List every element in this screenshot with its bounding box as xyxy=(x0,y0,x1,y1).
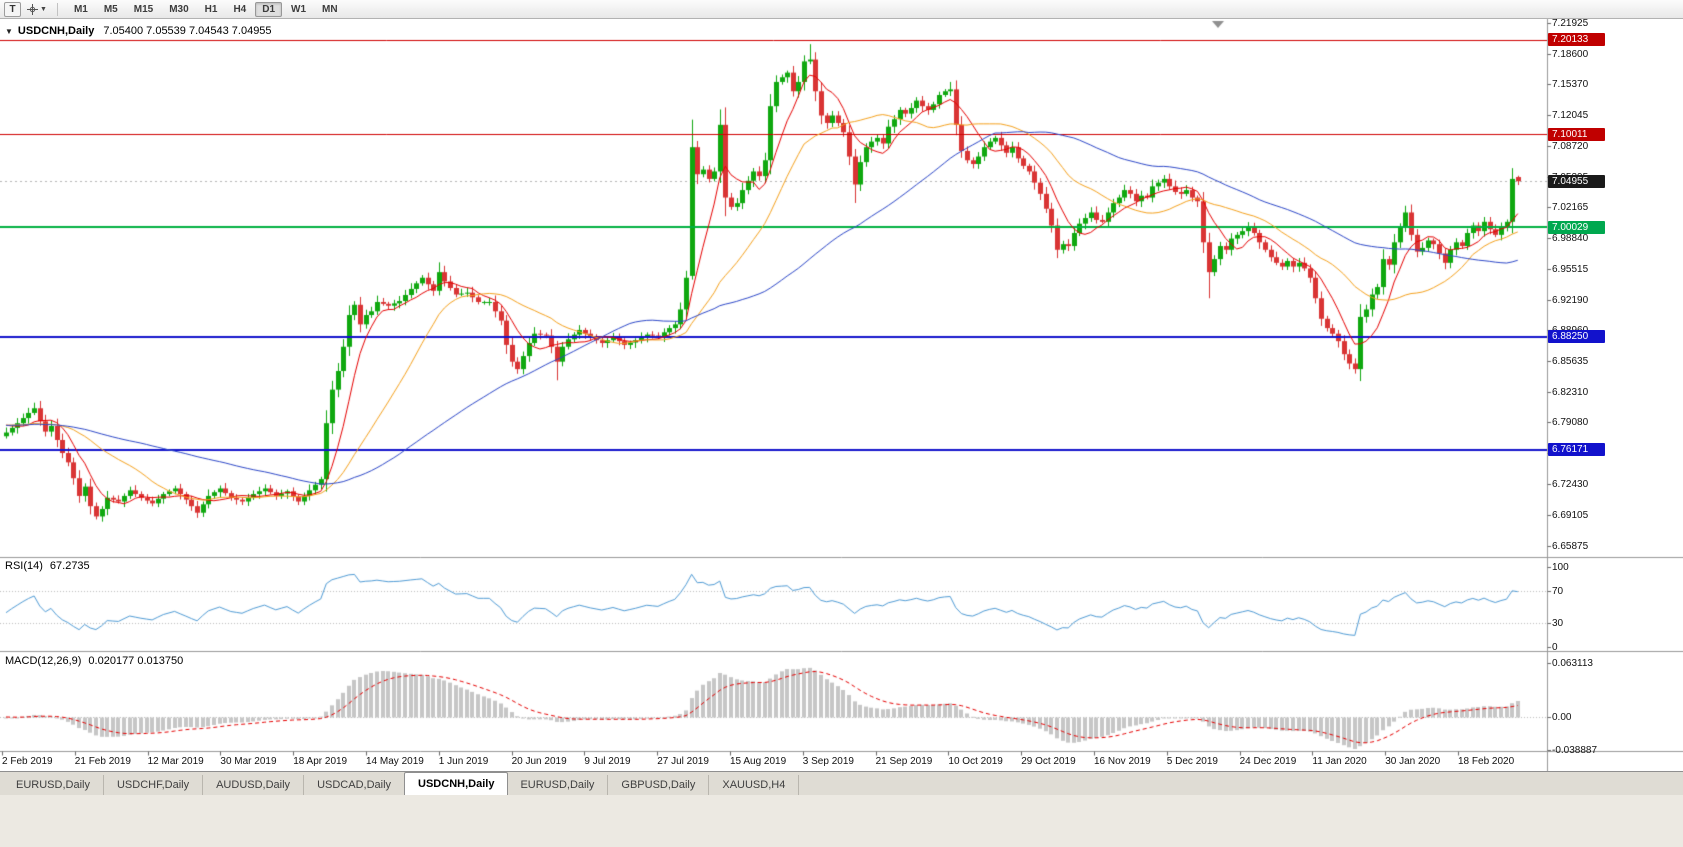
price-axis-label: 7.12045 xyxy=(1552,110,1589,122)
chart-tab-eurusd-daily[interactable]: EURUSD,Daily xyxy=(507,775,609,795)
chart-window: ▼ USDCNH,Daily 7.05400 7.05539 7.04543 7.0… xyxy=(0,17,1683,771)
price-axis-label: 7.21925 xyxy=(1552,17,1589,29)
crosshair-tool-button[interactable]: ▼ xyxy=(24,2,49,17)
price-level-badge[interactable]: 6.88250 xyxy=(1548,330,1605,344)
time-axis-label: 15 Aug 2019 xyxy=(730,756,787,767)
price-axis-label: 6.92190 xyxy=(1552,295,1589,307)
price-axis-label: 6.95515 xyxy=(1552,264,1589,276)
chart-title: ▼ USDCNH,Daily 7.05400 7.05539 7.04543 7.0… xyxy=(5,25,272,37)
macd-indicator-name: MACD(12,26,9) xyxy=(5,655,82,667)
chart-tab-xauusd-h4[interactable]: XAUUSD,H4 xyxy=(709,775,800,795)
rsi-axis-label: 70 xyxy=(1552,586,1564,597)
chart-tab-usdchf-daily[interactable]: USDCHF,Daily xyxy=(104,775,204,795)
price-level-badge[interactable]: 7.20133 xyxy=(1548,33,1605,47)
macd-axis-label: 0.00 xyxy=(1552,712,1572,723)
timeframe-button-h1[interactable]: H1 xyxy=(198,2,225,17)
price-axis-label: 6.82310 xyxy=(1552,387,1589,399)
macd-axis-label: 0.063113 xyxy=(1552,657,1593,669)
chart-tab-usdcad-daily[interactable]: USDCAD,Daily xyxy=(304,775,406,795)
time-axis-label: 1 Jun 2019 xyxy=(438,756,489,767)
timeframe-button-m30[interactable]: M30 xyxy=(162,2,195,17)
time-axis-label: 18 Feb 2020 xyxy=(1458,756,1515,767)
time-axis-label: 5 Dec 2019 xyxy=(1166,756,1218,767)
time-axis-label: 18 Apr 2019 xyxy=(293,756,348,767)
chart-tab-eurusd-daily[interactable]: EURUSD,Daily xyxy=(3,775,104,795)
time-axis-label: 16 Nov 2019 xyxy=(1094,756,1151,767)
time-axis-label: 3 Sep 2019 xyxy=(802,756,854,767)
rsi-indicator-name: RSI(14) xyxy=(5,560,43,572)
price-axis-label: 6.98840 xyxy=(1552,233,1589,245)
price-axis-label: 6.85635 xyxy=(1552,356,1589,368)
macd-current-values: 0.020177 0.013750 xyxy=(88,655,184,667)
timeframe-button-mn[interactable]: MN xyxy=(315,2,345,17)
status-strip xyxy=(0,795,1683,847)
price-axis-label: 6.79080 xyxy=(1552,417,1589,429)
chart-canvas[interactable] xyxy=(0,19,1683,771)
time-axis-label: 24 Dec 2019 xyxy=(1239,756,1297,767)
rsi-axis-label: 0 xyxy=(1552,642,1558,653)
chart-tab-bar: EURUSD,Daily USDCHF,Daily AUDUSD,Daily USDC… xyxy=(0,771,1683,795)
rsi-pane-label: RSI(14) 67.2735 xyxy=(5,560,90,572)
time-axis-label: 30 Jan 2020 xyxy=(1385,756,1441,767)
toolbar-separator xyxy=(56,2,58,16)
timeframe-button-d1[interactable]: D1 xyxy=(255,1,283,17)
chart-tab-usdcnh-daily[interactable]: USDCNH,Daily xyxy=(404,772,509,795)
price-axis-label: 7.18600 xyxy=(1552,48,1589,60)
timeframe-button-m5[interactable]: M5 xyxy=(97,2,125,17)
price-axis-label: 7.08720 xyxy=(1552,141,1589,153)
time-axis-label: 21 Sep 2019 xyxy=(875,756,933,767)
timeframe-button-m15[interactable]: M15 xyxy=(127,2,160,17)
time-axis-label: 9 Jul 2019 xyxy=(584,756,631,767)
price-axis-label: 6.72430 xyxy=(1552,479,1589,491)
symbol-timeframe-label: USDCNH,Daily xyxy=(17,25,95,37)
chevron-down-icon: ▼ xyxy=(40,5,47,13)
time-axis-label: 27 Jul 2019 xyxy=(657,756,709,767)
price-level-badge[interactable]: 7.00029 xyxy=(1548,220,1605,234)
price-axis-label: 7.15370 xyxy=(1552,79,1589,91)
time-axis-label: 14 May 2019 xyxy=(366,756,424,767)
time-axis-label: 30 Mar 2019 xyxy=(220,756,277,767)
crosshair-icon xyxy=(27,3,38,15)
time-axis-label: 10 Oct 2019 xyxy=(948,756,1003,767)
time-axis-label: 12 Mar 2019 xyxy=(147,756,204,767)
timeframe-button-w1[interactable]: W1 xyxy=(284,2,313,17)
template-button[interactable]: T xyxy=(4,1,21,17)
price-level-badge[interactable]: 6.76171 xyxy=(1548,443,1605,457)
macd-pane-label: MACD(12,26,9) 0.020177 0.013750 xyxy=(5,655,183,667)
toolbar: T ▼ M1 M5 M15 M30 H1 H4 D1 W1 MN xyxy=(0,0,1683,19)
chart-tab-gbpusd-daily[interactable]: GBPUSD,Daily xyxy=(608,775,710,795)
chart-tab-audusd-daily[interactable]: AUDUSD,Daily xyxy=(203,775,305,795)
timeframe-button-h4[interactable]: H4 xyxy=(226,2,253,17)
rsi-current-value: 67.2735 xyxy=(49,560,90,572)
macd-axis-label: -0.038887 xyxy=(1552,745,1598,757)
price-level-badge[interactable]: 7.10011 xyxy=(1548,127,1605,141)
time-axis-label: 29 Oct 2019 xyxy=(1021,756,1076,767)
time-axis-label: 20 Jun 2019 xyxy=(511,756,567,767)
current-price-badge: 7.04955 xyxy=(1548,174,1605,188)
ohlc-readout: 7.05400 7.05539 7.04543 7.04955 xyxy=(103,25,272,37)
symbol-dropdown-icon[interactable]: ▼ xyxy=(5,27,13,36)
rsi-axis-label: 30 xyxy=(1552,618,1564,629)
price-axis-label: 7.02165 xyxy=(1552,202,1589,214)
time-axis-label: 2 Feb 2019 xyxy=(2,756,53,767)
price-axis-label: 6.65875 xyxy=(1552,540,1589,552)
timeframe-group: M1 M5 M15 M30 H1 H4 D1 W1 MN xyxy=(66,1,346,17)
time-axis-label: 21 Feb 2019 xyxy=(74,756,131,767)
price-axis-label: 6.69105 xyxy=(1552,510,1589,522)
time-axis-label: 11 Jan 2020 xyxy=(1312,756,1367,767)
rsi-axis-label: 100 xyxy=(1552,562,1569,573)
timeframe-button-m1[interactable]: M1 xyxy=(67,2,95,17)
